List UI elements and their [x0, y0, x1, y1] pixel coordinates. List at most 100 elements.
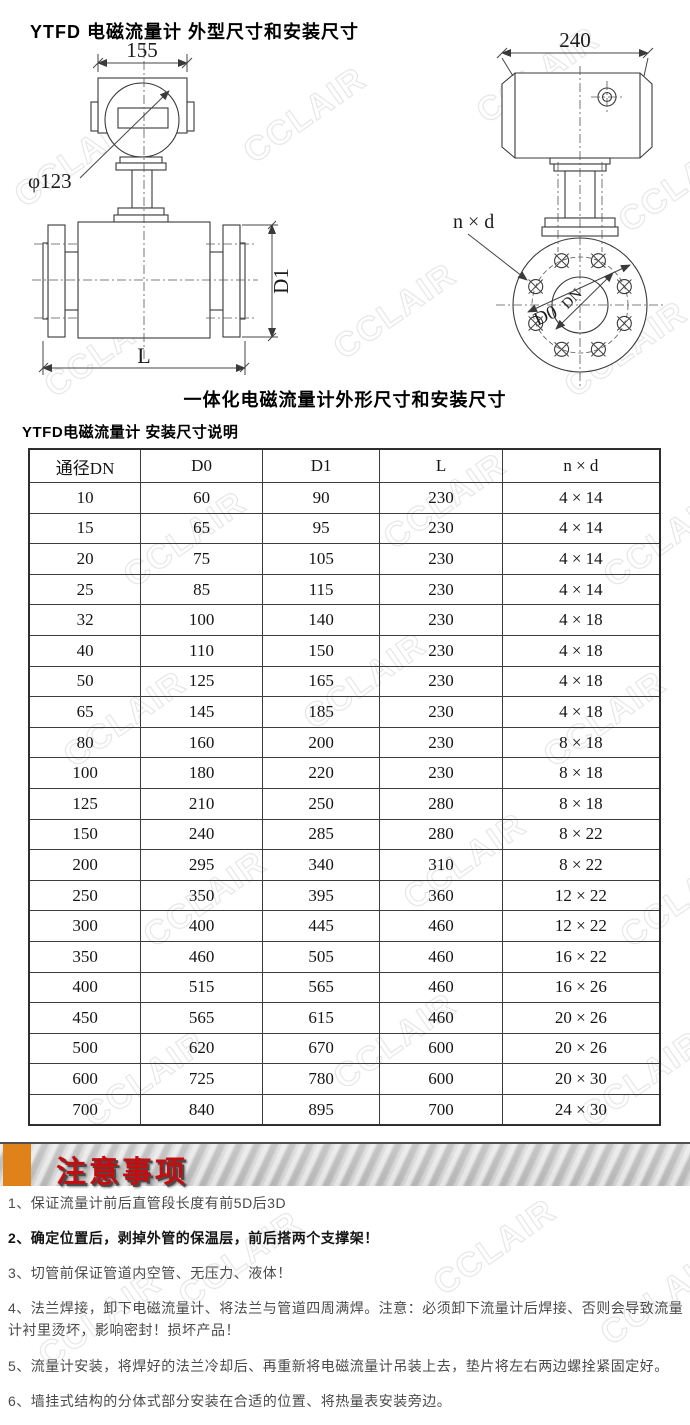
- table-row: 10 60 90 230 4 × 14: [28, 482, 661, 514]
- table-cell: 895: [261, 1093, 381, 1126]
- table-cell: 20: [28, 543, 142, 575]
- table-cell: 230: [379, 665, 503, 698]
- table-cell: 90: [261, 482, 381, 514]
- table-cell: 25: [28, 573, 142, 606]
- column-header: D0: [140, 448, 263, 483]
- table-cell: 230: [379, 573, 503, 606]
- table-row: 32 100 140 230 4 × 18: [28, 604, 661, 636]
- table-row: 700 840 895 700 24 × 30: [28, 1093, 661, 1126]
- table-title: YTFD电磁流量计 安装尺寸说明: [22, 424, 239, 441]
- notice-banner: 注意事项: [0, 1142, 690, 1189]
- table-cell: 85: [140, 573, 263, 606]
- table-cell: 4 × 18: [501, 634, 661, 667]
- table-cell: 165: [261, 665, 381, 698]
- table-row: 350 460 505 460 16 × 22: [28, 940, 661, 973]
- table-cell: 230: [379, 604, 503, 636]
- table-row: 400 515 565 460 16 × 26: [28, 971, 661, 1004]
- dim-flange-diameter-label: D1: [269, 268, 293, 294]
- table-cell: 460: [140, 940, 263, 973]
- column-header: D1: [261, 448, 381, 483]
- table-row: 80 160 200 230 8 × 18: [28, 726, 661, 759]
- table-cell: 230: [379, 512, 503, 545]
- table-cell: 20 × 30: [501, 1063, 661, 1095]
- table-cell: 4 × 14: [501, 543, 661, 575]
- table-cell: 780: [261, 1063, 381, 1095]
- table-cell: 4 × 18: [501, 696, 661, 728]
- table-cell: 840: [140, 1093, 263, 1126]
- table-row: 65 145 185 230 4 × 18: [28, 696, 661, 728]
- table-cell: 350: [28, 940, 142, 973]
- dim-bolt-holes-label: n × d: [453, 211, 494, 233]
- table-cell: 140: [261, 604, 381, 636]
- column-header: 通径DN: [28, 448, 142, 483]
- table-cell: 110: [140, 634, 263, 667]
- table-row: 40 110 150 230 4 × 18: [28, 634, 661, 667]
- table-cell: 250: [28, 879, 142, 912]
- table-cell: 600: [379, 1063, 503, 1095]
- table-cell: 65: [140, 512, 263, 545]
- table-cell: 400: [140, 910, 263, 942]
- table-cell: 340: [261, 849, 381, 881]
- left-flange: [47, 224, 66, 338]
- table-cell: 200: [261, 726, 381, 759]
- table-row: 125 210 250 280 8 × 18: [28, 787, 661, 820]
- table-cell: 310: [379, 849, 503, 881]
- table-cell: 60: [140, 482, 263, 514]
- table-row: 20 75 105 230 4 × 14: [28, 543, 661, 575]
- table-cell: 620: [140, 1032, 263, 1065]
- dim-length-label: L: [137, 343, 150, 368]
- table-cell: 400: [28, 971, 142, 1004]
- table-cell: 4 × 18: [501, 604, 661, 636]
- table-cell: 150: [261, 634, 381, 667]
- table-cell: 300: [28, 910, 142, 942]
- table-cell: 8 × 22: [501, 849, 661, 881]
- table-cell: 8 × 18: [501, 787, 661, 820]
- table-cell: 445: [261, 910, 381, 942]
- table-cell: 100: [28, 757, 142, 789]
- table-cell: 600: [28, 1063, 142, 1095]
- table-cell: 230: [379, 696, 503, 728]
- table-cell: 505: [261, 940, 381, 973]
- table-cell: 460: [379, 910, 503, 942]
- table-row: 100 180 220 230 8 × 18: [28, 757, 661, 789]
- table-cell: 150: [28, 818, 142, 851]
- table-cell: 16 × 22: [501, 940, 661, 973]
- table-cell: 180: [140, 757, 263, 789]
- note-item: 5、流量计安装，将焊好的法兰冷却后、再重新将电磁流量计吊装上去，垫片将左右两边螺…: [8, 1357, 669, 1374]
- table-cell: 40: [28, 634, 142, 667]
- table-cell: 670: [261, 1032, 381, 1065]
- table-cell: 50: [28, 665, 142, 698]
- table-cell: 185: [261, 696, 381, 728]
- table-cell: 200: [28, 849, 142, 881]
- note-item: 6、墙挂式结构的分体式部分安装在合适的位置、将热量表安装旁边。: [8, 1392, 452, 1409]
- converter-housing: [501, 72, 653, 159]
- table-cell: 24 × 30: [501, 1093, 661, 1126]
- table-cell: 32: [28, 604, 142, 636]
- table-cell: 125: [140, 665, 263, 698]
- table-cell: 4 × 14: [501, 512, 661, 545]
- table-cell: 210: [140, 787, 263, 820]
- dim-head-diameter-label: φ123: [28, 169, 72, 193]
- table-cell: 700: [379, 1093, 503, 1126]
- table-cell: 240: [140, 818, 263, 851]
- page-title: YTFD 电磁流量计 外型尺寸和安装尺寸: [30, 22, 359, 43]
- note-item: 1、保证流量计前后直管段长度有前5D后3D: [8, 1195, 287, 1211]
- table-cell: 725: [140, 1063, 263, 1095]
- table-cell: 700: [28, 1093, 142, 1126]
- table-cell: 8 × 22: [501, 818, 661, 851]
- table-cell: 16 × 26: [501, 971, 661, 1004]
- diagram-caption: 一体化电磁流量计外形尺寸和安装尺寸: [183, 390, 507, 410]
- table-cell: 615: [261, 1002, 381, 1034]
- table-cell: 460: [379, 940, 503, 973]
- table-cell: 8 × 18: [501, 757, 661, 789]
- table-cell: 4 × 18: [501, 665, 661, 698]
- table-cell: 350: [140, 879, 263, 912]
- notice-accent-block: [3, 1144, 31, 1186]
- table-cell: 125: [28, 787, 142, 820]
- table-row: 25 85 115 230 4 × 14: [28, 573, 661, 606]
- table-cell: 95: [261, 512, 381, 545]
- notice-title: 注意事项: [56, 1156, 188, 1189]
- table-cell: 160: [140, 726, 263, 759]
